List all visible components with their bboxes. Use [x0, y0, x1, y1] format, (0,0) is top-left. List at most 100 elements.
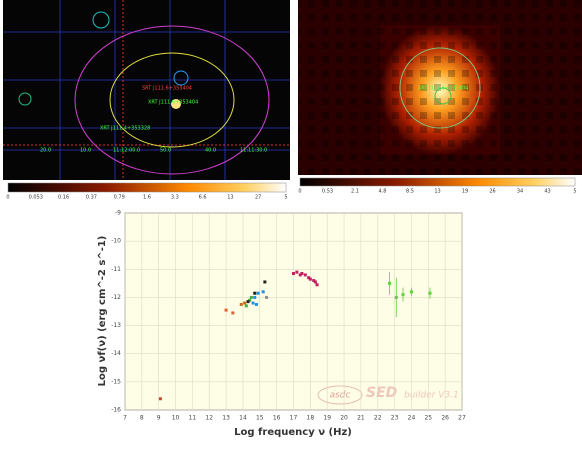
colorbar-label: 3.3	[171, 195, 179, 201]
x-tick-label: 20	[340, 415, 348, 422]
colorbar-label: 5	[284, 195, 287, 201]
data-point	[249, 295, 253, 299]
x-tick-label: 8	[140, 415, 144, 422]
data-point	[300, 272, 304, 276]
data-point	[253, 295, 257, 299]
watermark-product: SED	[366, 385, 397, 401]
data-point	[253, 291, 257, 295]
data-point	[315, 283, 319, 287]
data-point	[243, 301, 247, 305]
data-point	[263, 280, 267, 284]
x-tick-label: 19	[323, 415, 331, 422]
y-tick-label: -15	[111, 378, 121, 385]
colorbar-label: 0.053	[29, 195, 43, 201]
colorbar-label: 5	[573, 189, 576, 195]
colorbar-label: 43	[544, 189, 550, 195]
left-image: XRT J111.6+353404 XRT J111.4+353328 SRT …	[3, 0, 290, 193]
data-point	[256, 291, 260, 295]
data-point	[428, 291, 432, 295]
source-label: XRT J111.4+353328	[100, 126, 150, 132]
data-point	[313, 280, 317, 284]
data-point	[295, 270, 299, 274]
source-label: XRT J111.6+353404	[148, 100, 198, 106]
data-point	[401, 293, 405, 297]
y-tick-label: -12	[111, 294, 121, 301]
x-tick-label: 11	[189, 415, 197, 422]
x-axis-label: Log frequency ν (Hz)	[234, 427, 352, 438]
y-tick-label: -13	[111, 322, 121, 329]
source-label: XRT J111.6+353404	[418, 86, 468, 92]
data-point	[251, 301, 255, 305]
colorbar-label: 2.1	[351, 189, 359, 195]
coord-label: 11:12:00.0	[113, 148, 140, 154]
y-tick-label: -14	[111, 350, 121, 357]
x-tick-label: 13	[222, 415, 230, 422]
x-tick-label: 27	[458, 415, 466, 422]
colorbar-label: 4.8	[379, 189, 387, 195]
x-tick-label: 16	[273, 415, 281, 422]
data-point	[312, 279, 316, 283]
colorbar-label: 13	[227, 195, 233, 201]
data-point	[239, 302, 243, 306]
colorbar-label: 0	[298, 189, 301, 195]
data-point	[261, 290, 265, 294]
colorbar-label: 1.6	[143, 195, 151, 201]
coord-label: 50.0	[160, 148, 171, 154]
data-point	[265, 295, 269, 299]
x-tick-label: 24	[408, 415, 416, 422]
y-tick-label: -11	[111, 266, 121, 273]
data-point	[244, 304, 248, 308]
x-tick-label: 18	[307, 415, 315, 422]
coord-label: 10.0	[80, 148, 91, 154]
colorbar-label: 26	[489, 189, 495, 195]
x-tick-label: 26	[441, 415, 449, 422]
x-tick-label: 10	[172, 415, 180, 422]
right-image: XRT J111.6+353404	[298, 0, 582, 187]
y-tick-label: -16	[111, 407, 121, 414]
watermark: asdc SED builder V3.1	[317, 385, 459, 405]
watermark-brand: asdc	[330, 391, 351, 401]
x-tick-label: 21	[357, 415, 365, 422]
x-tick-label: 25	[424, 415, 432, 422]
colorbar-label: 8.5	[406, 189, 414, 195]
source-label: SRT J111.6+353404	[142, 86, 192, 92]
coord-label: 11:11:30.0	[240, 148, 267, 154]
colorbar-label: 0.37	[86, 195, 97, 201]
data-point	[248, 298, 252, 302]
data-point	[303, 273, 307, 277]
data-point	[308, 277, 312, 281]
data-point	[254, 302, 258, 306]
x-tick-label: 14	[239, 415, 247, 422]
x-tick-label: 15	[256, 415, 264, 422]
data-point	[224, 308, 228, 312]
data-point	[394, 295, 398, 299]
y-axis-label: Log νf(ν) (erg cm^-2 s^-1)	[97, 236, 108, 387]
coord-label: 20.0	[40, 148, 51, 154]
colorbar-label: 27	[255, 195, 261, 201]
data-point	[246, 300, 250, 304]
data-point	[409, 290, 413, 294]
colorbar-label: 19	[462, 189, 468, 195]
x-tick-label: 7	[123, 415, 127, 422]
colorbar-label: 34	[517, 189, 523, 195]
colorbar-label: 13	[434, 189, 440, 195]
data-point	[231, 311, 235, 315]
x-tick-label: 12	[205, 415, 213, 422]
watermark-tool: builder V3.1	[404, 391, 459, 401]
x-tick-label: 9	[157, 415, 161, 422]
x-tick-label: 17	[290, 415, 298, 422]
x-tick-label: 22	[374, 415, 382, 422]
colorbar-label: 0	[6, 195, 9, 201]
data-point	[307, 276, 311, 280]
data-point	[298, 273, 302, 277]
colorbar-label: 0.79	[114, 195, 125, 201]
data-point	[158, 397, 162, 401]
data-point	[292, 272, 295, 276]
colorbar-label: 6.6	[199, 195, 207, 201]
data-point	[388, 281, 392, 285]
colorbar-label: 0.16	[58, 195, 69, 201]
x-tick-label: 23	[391, 415, 399, 422]
y-tick-label: -9	[115, 210, 121, 217]
coord-label: 40.0	[205, 148, 216, 154]
